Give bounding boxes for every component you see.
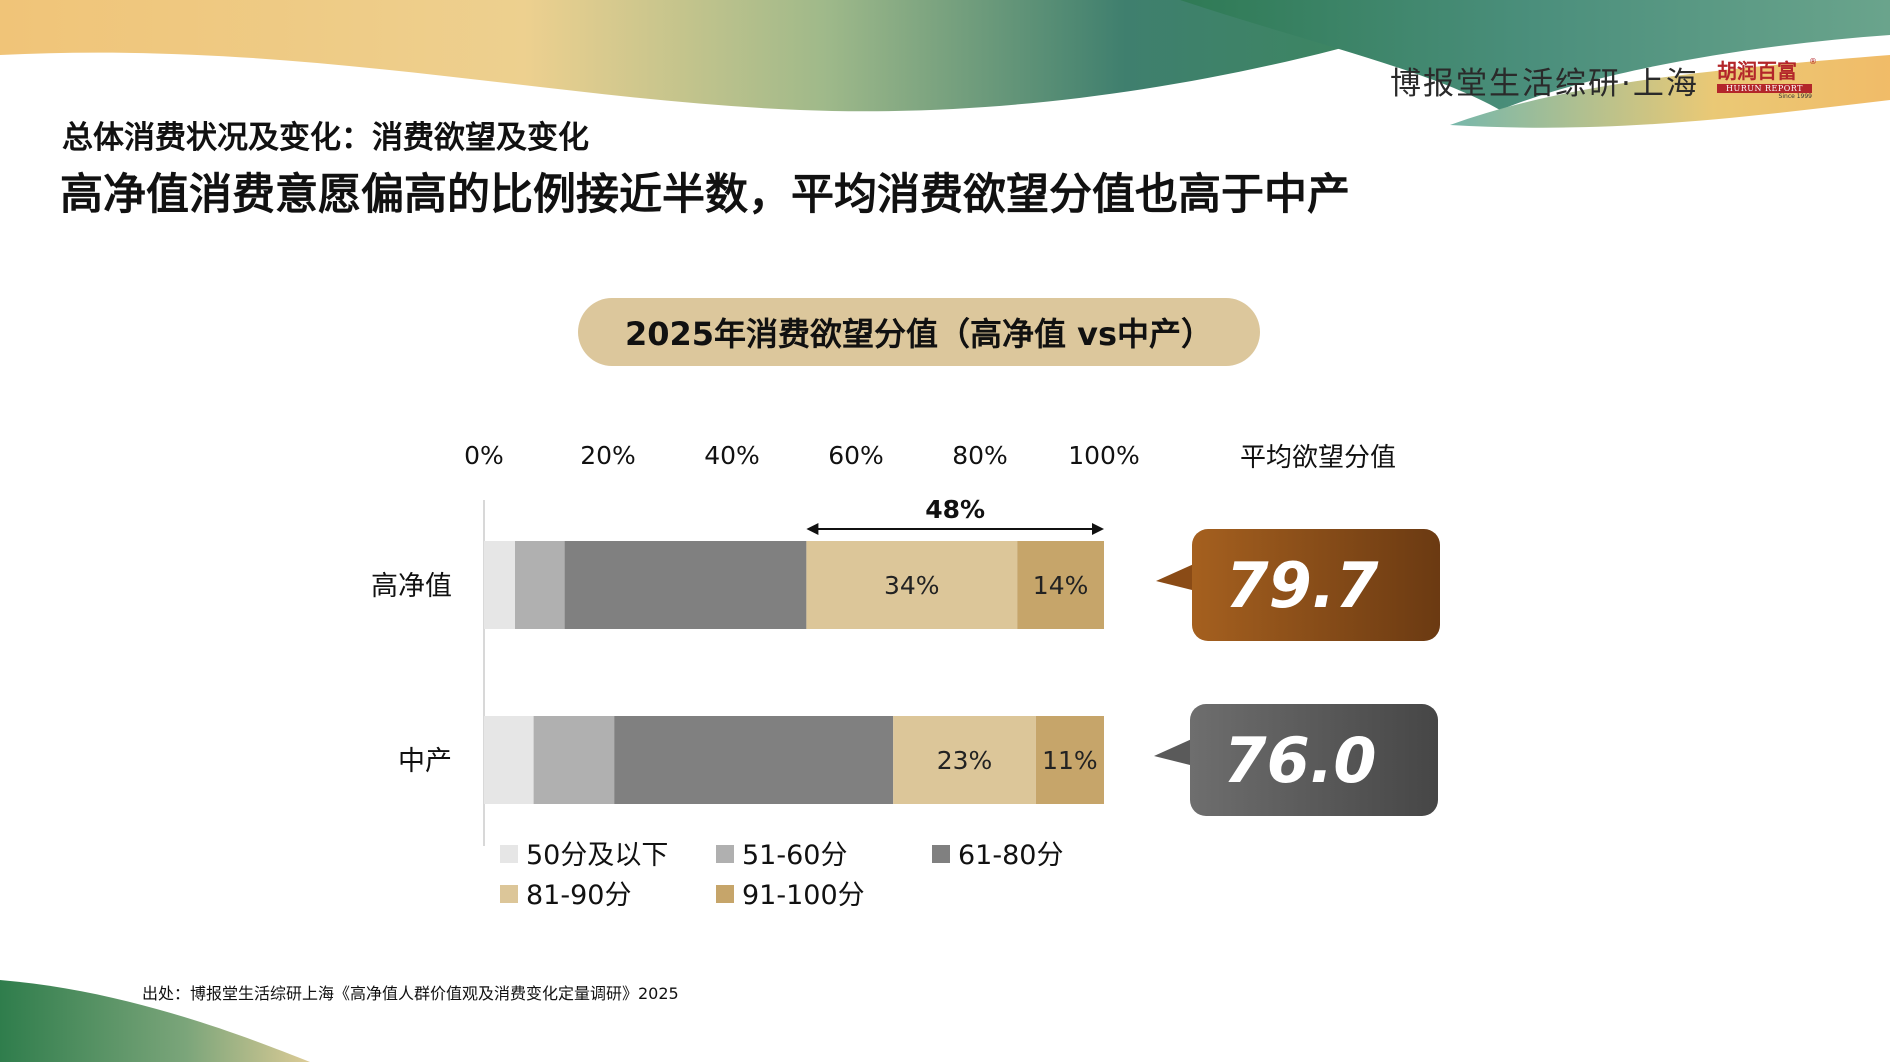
legend-label: 91-100分 [742,880,865,911]
legend-label: 61-80分 [958,840,1063,871]
bar-segment [1017,541,1104,629]
x-tick-label: 100% [1068,441,1139,470]
bar-segment [893,716,1036,804]
score-callout-box [1192,529,1440,641]
bracket-arrow-left [806,523,819,535]
chart-title-pill: 2025年消费欲望分值（高净值 vs中产） [578,298,1260,366]
legend-label: 50分及以下 [526,840,668,871]
bar-segment [614,716,894,804]
data-label: 11% [1042,746,1098,775]
page-title: 高净值消费意愿偏高的比例接近半数，平均消费欲望分值也高于中产 [60,170,1350,220]
bracket-arrow-right [1092,523,1104,535]
hurun-logo: 胡润百富 HURUN REPORT Since 1999 ® [1717,57,1817,102]
legend-swatch [716,885,734,903]
legend-swatch [716,845,734,863]
logo-registered-mark: ® [1809,57,1817,66]
data-label: 23% [937,746,993,775]
x-tick-label: 20% [580,441,636,470]
avg-score-header: 平均欲望分值 [1240,443,1396,473]
data-label: 34% [884,571,940,600]
x-tick-label: 60% [828,441,884,470]
avg-score-value: 79.7 [1226,549,1380,622]
x-tick-label: 40% [704,441,760,470]
bar-segment [564,541,807,629]
bar-segment [1035,716,1104,804]
source-footnote: 出处：博报堂生活综研上海《高净值人群价值观及消费变化定量调研》2025 [142,984,679,1003]
category-label: 高净值 [371,571,452,602]
bar-segment [484,716,534,804]
bar-segment [806,541,1018,629]
logo-strip: HURUN REPORT [1717,84,1812,93]
x-tick-label: 0% [464,441,504,470]
bar-segment [515,541,565,629]
legend-label: 81-90分 [526,880,631,911]
bracket-label: 48% [925,495,985,524]
score-callout-pointer [1154,738,1194,766]
legend-swatch [932,845,950,863]
brand-name: 博报堂生活综研·上海 [1390,66,1699,102]
data-label: 14% [1033,571,1089,600]
avg-score-value: 76.0 [1224,724,1377,797]
x-tick-label: 80% [952,441,1008,470]
legend-label: 51-60分 [742,840,847,871]
bar-segment [484,541,515,629]
legend-swatch [500,845,518,863]
page-subtitle: 总体消费状况及变化：消费欲望及变化 [62,120,589,156]
score-callout-pointer [1156,563,1196,591]
logo-since: Since 1999 [1778,93,1812,100]
score-callout-box [1190,704,1438,816]
logo-text: 胡润百富 [1717,59,1797,83]
legend-swatch [500,885,518,903]
category-label: 中产 [398,746,452,777]
bar-segment [533,716,615,804]
